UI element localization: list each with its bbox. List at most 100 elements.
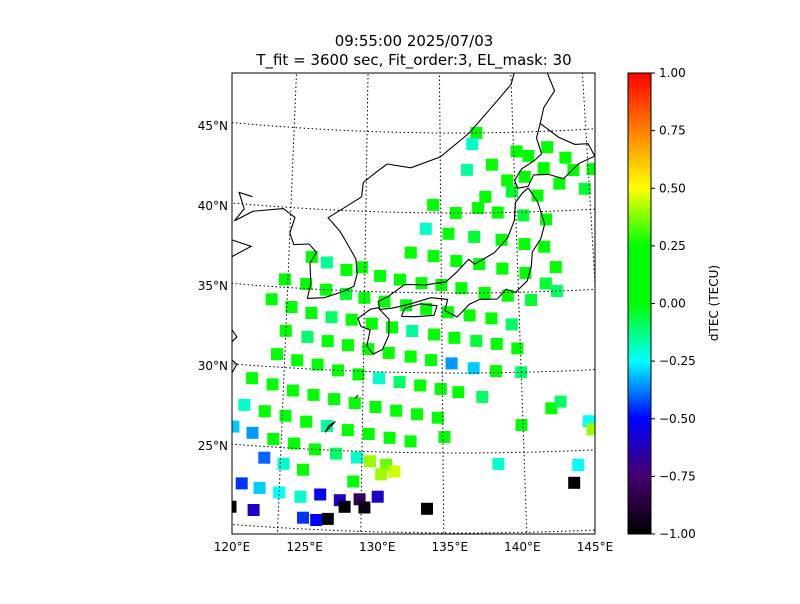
dtec-cell	[540, 213, 552, 226]
coastline	[233, 191, 318, 299]
dtec-cell	[291, 354, 304, 367]
dtec-cell	[541, 141, 554, 154]
coastline	[387, 73, 515, 169]
coastline	[400, 303, 438, 318]
dtec-cell	[522, 149, 535, 162]
dtec-cell	[476, 390, 489, 403]
dtec-cell	[485, 312, 498, 325]
dtec-cell	[525, 294, 538, 306]
dtec-cell	[404, 246, 417, 259]
dtec-cell	[473, 258, 486, 271]
dtec-cell	[537, 162, 550, 175]
dtec-cell	[211, 498, 223, 510]
dtec-cell	[406, 325, 419, 337]
dtec-cell	[265, 293, 278, 306]
colorbar-tick-label: −0.75	[659, 469, 696, 483]
dtec-cell	[434, 382, 447, 395]
map-layer: 120°E 125°E 130°E 135°E 140°E 145°E 25°N 30°N 35…	[198, 72, 613, 554]
dtec-cell	[297, 463, 309, 476]
dtec-cell	[539, 277, 552, 290]
dtec-cell	[438, 431, 451, 443]
dtec-cell	[404, 350, 417, 363]
dtec-cell	[330, 447, 342, 460]
dtec-cell	[455, 282, 468, 295]
dtec-cell	[470, 334, 483, 347]
dtec-cell	[495, 233, 508, 246]
dtec-cell	[271, 348, 283, 361]
dtec-cell	[300, 415, 313, 428]
dtec-cell	[586, 163, 595, 176]
dtec-cell	[550, 285, 563, 298]
dtec-cell	[300, 277, 313, 290]
dtec-cell	[415, 277, 428, 290]
graticule-lat	[232, 523, 595, 534]
dtec-cell	[371, 490, 384, 503]
dtec-cell	[427, 198, 440, 211]
dtec-cell	[383, 431, 396, 444]
dtec-cell	[305, 250, 318, 263]
dtec-cell	[338, 500, 351, 513]
colorbar-gradient	[628, 73, 651, 534]
dtec-cell	[253, 481, 266, 494]
dtec-cell	[517, 209, 530, 222]
dtec-cell	[297, 511, 309, 524]
dtec-cell	[218, 393, 230, 405]
dtec-cell	[340, 263, 353, 276]
x-tick-label: 130°E	[359, 540, 396, 554]
dtec-cell	[485, 158, 498, 171]
dtec-cell	[411, 408, 423, 421]
graticule-lat	[232, 443, 595, 454]
dtec-cell	[567, 164, 580, 177]
dtec-cell	[310, 514, 323, 526]
dtec-cell	[375, 468, 388, 481]
dtec-cell	[208, 416, 220, 428]
coastline	[357, 307, 390, 355]
dtec-cell	[285, 301, 298, 313]
dtec-cell	[374, 269, 387, 282]
dtec-cell	[549, 261, 562, 274]
dtec-cell	[431, 411, 444, 424]
dtec-cell	[288, 437, 301, 450]
dtec-cell	[321, 420, 333, 432]
dtec-cell	[390, 404, 403, 417]
dtec-cell	[246, 372, 259, 385]
dtec-cell	[490, 337, 503, 350]
y-tick-label: 40°N	[198, 199, 228, 213]
dtec-cell	[362, 428, 375, 440]
dtec-cell	[568, 476, 581, 489]
dtec-cell	[325, 311, 338, 324]
dtec-cell	[425, 354, 438, 367]
dtec-cell	[467, 362, 480, 375]
dtec-cell	[414, 379, 427, 392]
graticule-lat	[232, 282, 595, 294]
dtec-cell	[238, 398, 251, 411]
dtec-cell	[341, 424, 354, 437]
colorbar-tick-label: 0.50	[659, 181, 686, 195]
dtec-cell	[489, 365, 502, 378]
dtec-cell	[246, 426, 259, 439]
graticule-lon	[438, 73, 445, 534]
dtec-cell	[364, 455, 376, 468]
dtec-cell	[420, 302, 433, 315]
plot-frame	[231, 72, 596, 535]
graticule-lon	[510, 73, 528, 534]
dtec-cell	[314, 488, 327, 501]
y-tick-label: 45°N	[198, 119, 228, 133]
coastline	[324, 421, 336, 433]
dtec-cell	[382, 346, 395, 359]
coastline	[232, 239, 253, 374]
dtec-cell	[472, 202, 485, 215]
dtec-cell	[373, 372, 385, 385]
dtec-cell	[305, 307, 318, 319]
dtec-cell	[545, 402, 558, 415]
chart-title-line2: T_fit = 3600 sec, Fit_order:3, EL_mask: …	[255, 51, 571, 70]
dtec-cell	[450, 255, 463, 267]
colorbar-tick-label: 0.25	[659, 239, 686, 253]
dtec-cell	[538, 240, 551, 253]
graticule-lon	[360, 73, 369, 534]
dtec-cell	[479, 190, 492, 203]
dtec-cell	[442, 227, 455, 240]
dtec-cell	[501, 174, 514, 187]
